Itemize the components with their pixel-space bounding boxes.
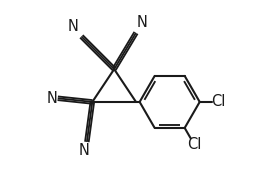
Text: N: N (68, 19, 79, 34)
Text: Cl: Cl (187, 137, 201, 152)
Text: Cl: Cl (211, 94, 226, 109)
Text: N: N (47, 91, 57, 106)
Text: N: N (79, 143, 89, 158)
Text: N: N (137, 15, 148, 30)
